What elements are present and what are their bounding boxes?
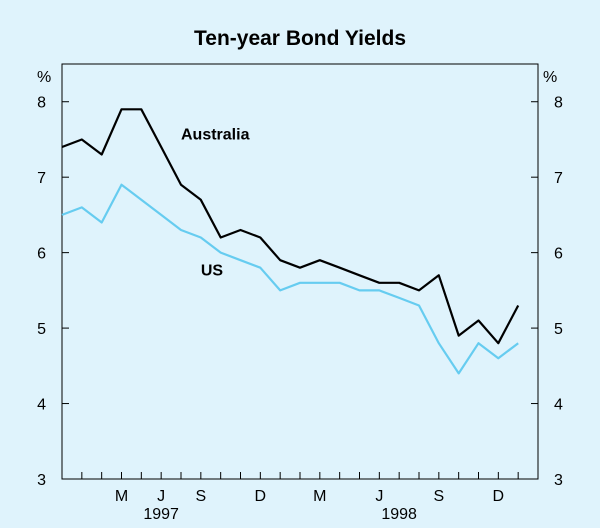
x-tick-label: M: [313, 488, 326, 505]
y-tick-label-right: 6: [554, 246, 563, 263]
y-tick-label-right: 5: [554, 321, 563, 338]
series-label-australia: Australia: [181, 126, 250, 143]
y-tick-label-right: 3: [554, 472, 563, 489]
series-line-us: [61, 183, 519, 375]
y-tick-label-right: 8: [554, 95, 563, 112]
x-tick-label: M: [115, 488, 128, 505]
y-tick-label-left: 6: [37, 246, 46, 263]
chart-title: Ten-year Bond Yields: [194, 27, 406, 50]
series-label-us: US: [201, 262, 224, 279]
y-unit-right: %: [543, 69, 557, 86]
x-year-label: 1997: [143, 506, 179, 523]
y-tick-label-left: 8: [37, 95, 46, 112]
y-tick-label-right: 4: [554, 397, 563, 414]
y-tick-label-left: 5: [37, 321, 46, 338]
x-tick-label: D: [493, 488, 505, 505]
y-unit-left: %: [37, 69, 51, 86]
y-tick-label-right: 7: [554, 170, 563, 187]
y-tick-label-left: 4: [37, 397, 46, 414]
y-tick-label-left: 7: [37, 170, 46, 187]
x-tick-label: S: [433, 488, 444, 505]
x-tick-label: D: [255, 488, 267, 505]
x-tick-label: J: [375, 488, 383, 505]
series-line-australia: [61, 108, 520, 345]
x-year-label: 1998: [381, 506, 417, 523]
x-tick-label: S: [195, 488, 206, 505]
plot-frame: [61, 63, 539, 480]
x-tick-label: J: [157, 488, 165, 505]
y-tick-label-left: 3: [37, 472, 46, 489]
